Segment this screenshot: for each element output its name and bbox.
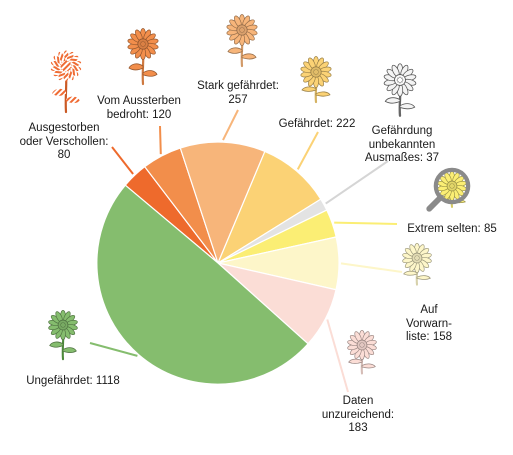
light-orange-flower-icon	[226, 14, 258, 68]
leader-line-ausgestorben	[111, 146, 134, 175]
pie-slice-gefaehrdet	[216, 150, 322, 265]
pale-yellow-flower-icon	[402, 242, 432, 286]
label-gefaehrdung-unbekannt: Gefährdung unbekannten Ausmaßes: 37	[364, 125, 440, 164]
orange-flower-icon	[127, 28, 159, 86]
label-extrem-selten: Extrem selten: 85	[407, 223, 497, 235]
leader-line-daten-unzureichend	[326, 319, 349, 393]
leader-line-vom-aussterben	[159, 125, 162, 155]
label-gefaehrdet: Gefährdet: 222	[278, 118, 356, 130]
striped-flower-icon	[50, 50, 82, 114]
grey-flower-icon	[383, 63, 417, 117]
leader-line-vorwarnliste	[340, 262, 403, 273]
pie-slice-ungefaehrdet	[96, 184, 309, 385]
label-vorwarnliste: Auf Vorwarn- liste: 158	[405, 304, 453, 343]
leader-line-gefaehrdung-unbekannt	[325, 160, 389, 205]
yellow-orange-flower-icon	[300, 56, 332, 104]
leader-line-extrem-selten	[334, 221, 398, 225]
leader-line-stark-gefaehrdet	[222, 109, 239, 141]
pink-flower-icon	[347, 329, 377, 375]
magnifier-flower-icon	[426, 167, 471, 212]
label-stark-gefaehrdet: Stark gefährdet: 257	[197, 80, 279, 106]
label-ungefaehrdet: Ungefährdet: 1118	[26, 375, 120, 387]
label-ausgestorben: Ausgestorben oder Verschollen: 80	[19, 122, 109, 161]
green-flower-icon	[48, 309, 78, 361]
label-vom-aussterben: Vom Aussterben bedroht: 120	[97, 95, 181, 121]
leader-line-gefaehrdet	[296, 131, 319, 170]
pie-slice-stark-gefaehrdet	[179, 141, 266, 265]
leader-line-ungefaehrdet	[89, 342, 138, 357]
label-daten-unzureichend: Daten unzureichend: 183	[321, 395, 395, 434]
